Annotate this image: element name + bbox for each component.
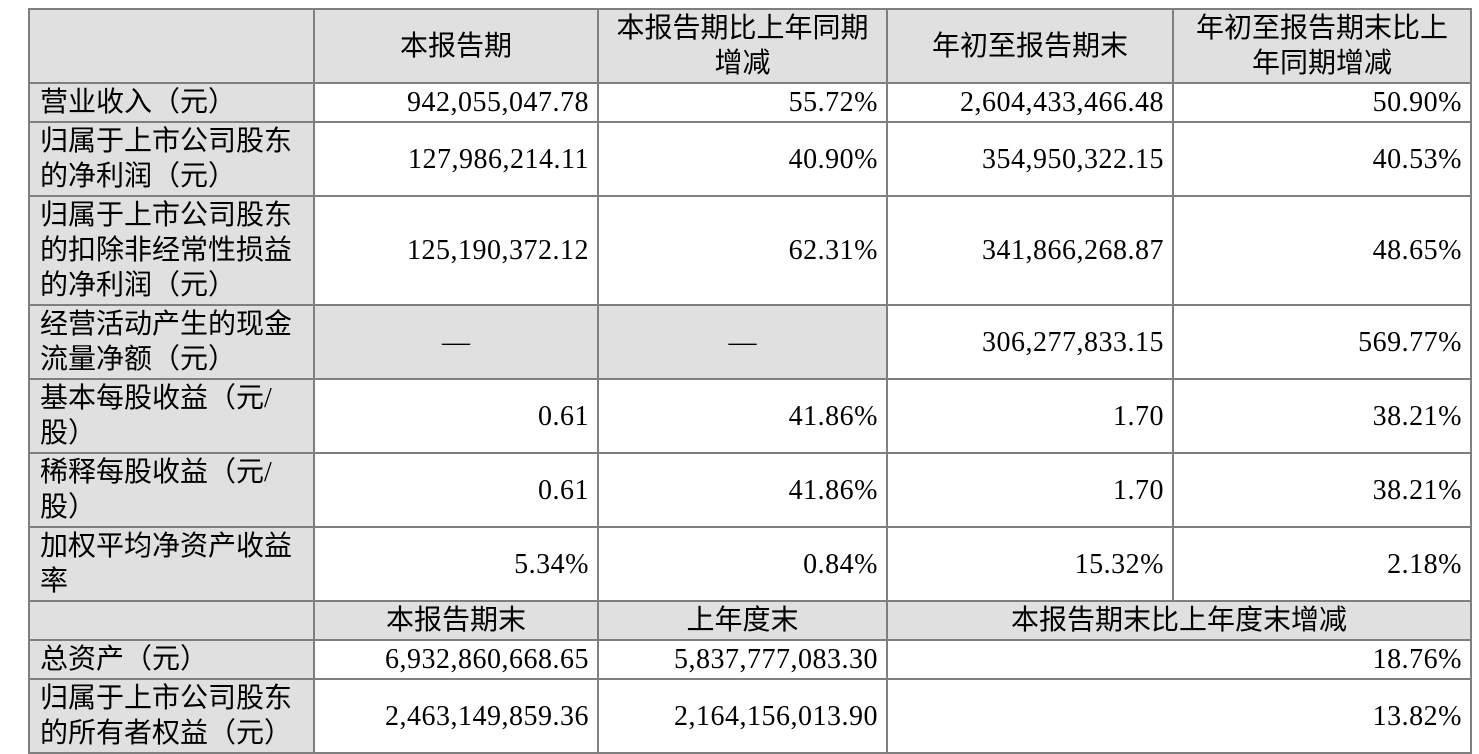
row-shareholders-equity: 归属于上市公司股东的所有者权益（元） 2,463,149,859.36 2,16… <box>28 678 1472 754</box>
row-label-diluted-eps: 稀释每股收益（元/股） <box>28 452 315 528</box>
cell-diluted-eps-yoy: 41.86% <box>597 452 888 528</box>
cell-weighted-average-roe-yoy: 0.84% <box>597 526 888 602</box>
cell-basic-eps-ytd-yoy: 38.21% <box>1172 378 1472 454</box>
cell-net-profit-deducted-yoy: 62.31% <box>597 195 888 306</box>
row-basic-eps: 基本每股收益（元/股） 0.61 41.86% 1.70 38.21% <box>28 378 1472 454</box>
row-net-profit-deducted: 归属于上市公司股东的扣除非经常性损益的净利润（元） 125,190,372.12… <box>28 195 1472 306</box>
header-current-period-yoy-change: 本报告期比上年同期增减 <box>597 8 888 84</box>
row-label-net-profit: 归属于上市公司股东的净利润（元） <box>28 121 315 197</box>
cell-net-profit-deducted-current: 125,190,372.12 <box>313 195 599 306</box>
row-label-operating-revenue: 营业收入（元） <box>28 82 315 123</box>
cell-basic-eps-yoy: 41.86% <box>597 378 888 454</box>
row-label-weighted-average-roe: 加权平均净资产收益率 <box>28 526 315 602</box>
row-label-total-assets: 总资产（元） <box>28 639 315 680</box>
cell-total-assets-last-year-end: 5,837,777,083.30 <box>597 639 888 680</box>
cell-net-profit-current: 127,986,214.11 <box>313 121 599 197</box>
cell-operating-revenue-yoy: 55.72% <box>597 82 888 123</box>
row-operating-revenue: 营业收入（元） 942,055,047.78 55.72% 2,604,433,… <box>28 82 1472 123</box>
header-ytd-yoy-change: 年初至报告期末比上年同期增减 <box>1172 8 1472 84</box>
row-weighted-average-roe: 加权平均净资产收益率 5.34% 0.84% 15.32% 2.18% <box>28 526 1472 602</box>
financial-summary-table: 本报告期 本报告期比上年同期增减 年初至报告期末 年初至报告期末比上年同期增减 … <box>28 8 1472 754</box>
cell-basic-eps-current: 0.61 <box>313 378 599 454</box>
cell-total-assets-change: 18.76% <box>886 639 1472 680</box>
row-label-shareholders-equity: 归属于上市公司股东的所有者权益（元） <box>28 678 315 754</box>
row-label-net-profit-deducted: 归属于上市公司股东的扣除非经常性损益的净利润（元） <box>28 195 315 306</box>
cell-operating-revenue-ytd-yoy: 50.90% <box>1172 82 1472 123</box>
row-net-profit: 归属于上市公司股东的净利润（元） 127,986,214.11 40.90% 3… <box>28 121 1472 197</box>
corner-cell-2 <box>28 600 315 641</box>
cell-net-profit-ytd: 354,950,322.15 <box>886 121 1174 197</box>
cell-total-assets-period-end: 6,932,860,668.65 <box>313 639 599 680</box>
header-change-vs-last-year-end: 本报告期末比上年度末增减 <box>886 600 1472 641</box>
cell-operating-revenue-current: 942,055,047.78 <box>313 82 599 123</box>
cell-operating-revenue-ytd: 2,604,433,466.48 <box>886 82 1174 123</box>
cell-operating-cash-flow-ytd: 306,277,833.15 <box>886 304 1174 380</box>
cell-weighted-average-roe-current: 5.34% <box>313 526 599 602</box>
cell-operating-cash-flow-current-dash: — <box>313 304 599 380</box>
cell-diluted-eps-ytd-yoy: 38.21% <box>1172 452 1472 528</box>
cell-basic-eps-ytd: 1.70 <box>886 378 1174 454</box>
cell-weighted-average-roe-ytd: 15.32% <box>886 526 1174 602</box>
corner-cell-1 <box>28 8 315 84</box>
header-end-of-current-period: 本报告期末 <box>313 600 599 641</box>
header-row-period: 本报告期 本报告期比上年同期增减 年初至报告期末 年初至报告期末比上年同期增减 <box>28 8 1472 84</box>
row-total-assets: 总资产（元） 6,932,860,668.65 5,837,777,083.30… <box>28 639 1472 680</box>
row-label-basic-eps: 基本每股收益（元/股） <box>28 378 315 454</box>
cell-weighted-average-roe-ytd-yoy: 2.18% <box>1172 526 1472 602</box>
cell-diluted-eps-current: 0.61 <box>313 452 599 528</box>
cell-net-profit-ytd-yoy: 40.53% <box>1172 121 1472 197</box>
cell-shareholders-equity-period-end: 2,463,149,859.36 <box>313 678 599 754</box>
header-end-of-last-year: 上年度末 <box>597 600 888 641</box>
header-current-period: 本报告期 <box>313 8 599 84</box>
cell-operating-cash-flow-yoy-dash: — <box>597 304 888 380</box>
header-row-period-end: 本报告期末 上年度末 本报告期末比上年度末增减 <box>28 600 1472 641</box>
cell-net-profit-deducted-ytd-yoy: 48.65% <box>1172 195 1472 306</box>
row-operating-cash-flow: 经营活动产生的现金流量净额（元） — — 306,277,833.15 569.… <box>28 304 1472 380</box>
cell-net-profit-yoy: 40.90% <box>597 121 888 197</box>
cell-net-profit-deducted-ytd: 341,866,268.87 <box>886 195 1174 306</box>
row-label-operating-cash-flow: 经营活动产生的现金流量净额（元） <box>28 304 315 380</box>
cell-shareholders-equity-last-year-end: 2,164,156,013.90 <box>597 678 888 754</box>
cell-shareholders-equity-change: 13.82% <box>886 678 1472 754</box>
row-diluted-eps: 稀释每股收益（元/股） 0.61 41.86% 1.70 38.21% <box>28 452 1472 528</box>
cell-operating-cash-flow-ytd-yoy: 569.77% <box>1172 304 1472 380</box>
cell-diluted-eps-ytd: 1.70 <box>886 452 1174 528</box>
header-ytd: 年初至报告期末 <box>886 8 1174 84</box>
